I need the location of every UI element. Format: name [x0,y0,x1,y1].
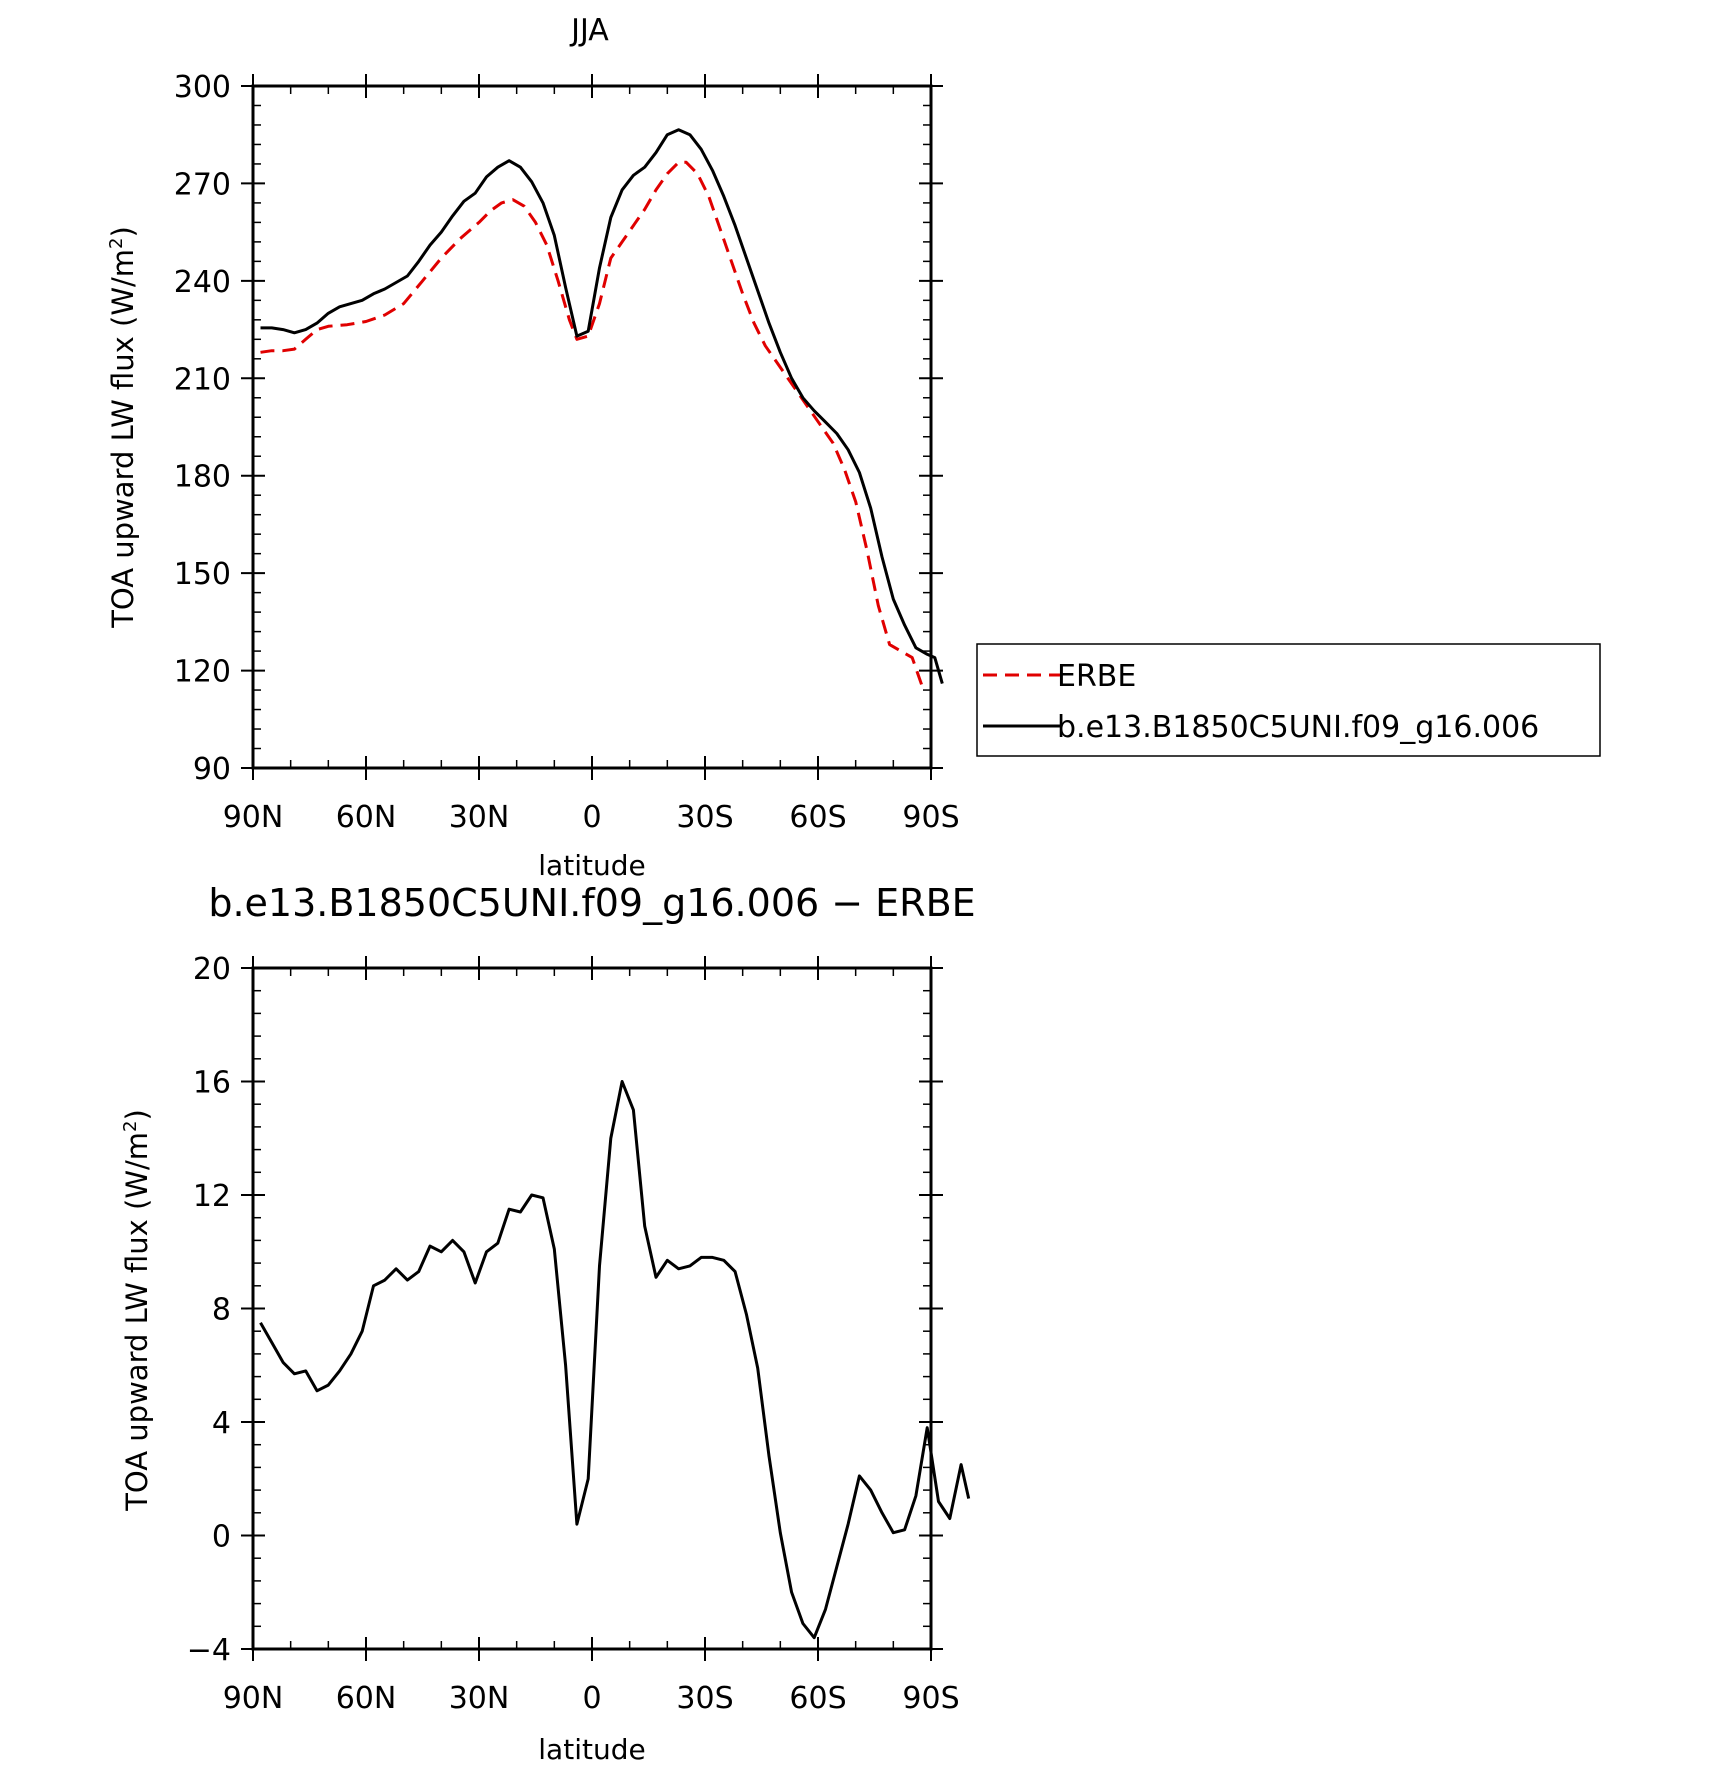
legend-label-erbe: ERBE [1057,659,1136,694]
top-y-axis-label: TOA upward LW flux (W/m2) [106,226,140,629]
bottom-y-axis-label-sup: 2 [120,1121,141,1132]
top-y-tick-label: 180 [174,460,231,495]
legend-label-model: b.e13.B1850C5UNI.f09_g16.006 [1057,710,1539,745]
top-y-tick-label: 90 [193,752,231,787]
bottom-x-tick-label: 30N [449,1681,510,1716]
bottom-x-axis-label: latitude [538,1733,645,1766]
top-series-line-0 [260,160,925,691]
bottom-y-axis-label-main: TOA upward LW flux (W/m [120,1132,154,1512]
legend: ERBE b.e13.B1850C5UNI.f09_g16.006 [976,643,1601,757]
bottom-x-tick-label: 60S [789,1681,846,1716]
bottom-panel-title: b.e13.B1850C5UNI.f09_g16.006 − ERBE [208,881,975,925]
bottom-plot-frame [251,966,933,1651]
top-y-tick-label: 210 [174,362,231,397]
bottom-y-tick-label: 20 [193,952,231,987]
top-axis-ticks: 90 120 150 180 210 240 270 300 90N 60N 30N 0 30S 60S 9… [174,70,960,835]
top-y-axis-label-end: ) [106,226,140,237]
bottom-y-tick-label: −4 [187,1633,231,1668]
bottom-y-tick-label: 12 [193,1179,231,1214]
top-y-tick-label: 150 [174,557,231,592]
top-x-tick-label: 30S [676,800,733,835]
bottom-x-tick-label: 30S [676,1681,733,1716]
top-x-tick-label: 60S [789,800,846,835]
top-panel-title: JJA [569,13,609,48]
bottom-x-tick-label: 0 [582,1681,601,1716]
bottom-axis-ticks: −4 0 4 8 12 16 20 90N 60N 30N 0 30S 60S 90S [187,952,960,1716]
top-x-tick-label: 90N [223,800,284,835]
top-y-tick-label: 240 [174,265,231,300]
bottom-x-tick-label: 90N [223,1681,284,1716]
bottom-y-tick-label: 0 [212,1520,231,1555]
top-y-tick-label: 270 [174,167,231,202]
bottom-y-axis-label-end: ) [120,1109,154,1120]
top-y-axis-label-sup: 2 [106,238,127,249]
top-series-lines [260,128,944,691]
bottom-panel: b.e13.B1850C5UNI.f09_g16.006 − ERBE −4 0 4… [120,881,976,1766]
bottom-x-tick-label: 90S [902,1681,959,1716]
legend-box [976,643,1601,757]
top-x-tick-label: 60N [336,800,397,835]
bottom-y-tick-label: 4 [212,1406,231,1441]
top-y-tick-label: 300 [174,70,231,105]
bottom-x-tick-label: 60N [336,1681,397,1716]
top-x-tick-label: 90S [902,800,959,835]
top-x-axis-label: latitude [538,849,645,882]
top-panel: JJA 90 120 150 180 210 240 270 300 90N 60N 30N 0 30S… [106,13,1601,882]
bottom-y-tick-label: 16 [193,1066,231,1101]
bottom-y-axis-label: TOA upward LW flux (W/m2) [120,1109,154,1512]
bottom-y-tick-label: 8 [212,1293,231,1328]
top-y-tick-label: 120 [174,655,231,690]
top-x-tick-label: 0 [582,800,601,835]
bottom-series-line-0 [259,1080,971,1640]
top-x-tick-label: 30N [449,800,510,835]
top-series-line-1 [260,128,944,685]
bottom-series-lines [259,1080,971,1640]
top-y-axis-label-main: TOA upward LW flux (W/m [106,249,140,629]
